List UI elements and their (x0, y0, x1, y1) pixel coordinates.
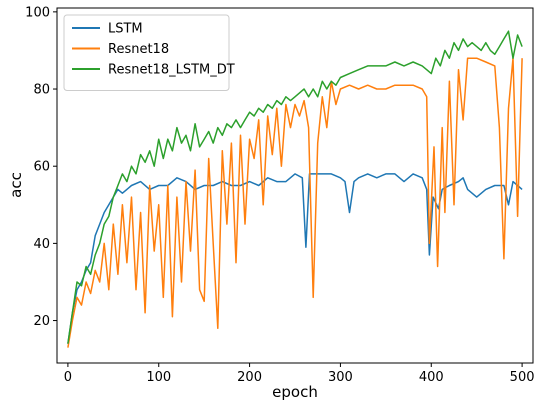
x-tick-label: 100 (146, 370, 171, 385)
y-axis-label: acc (7, 172, 25, 198)
series-line-2 (67, 30, 523, 344)
y-tick-label: 60 (33, 160, 50, 175)
plot-frame (56, 7, 534, 364)
y-ticks: 20 40 60 80 100 (25, 5, 57, 329)
legend-box (63, 14, 230, 91)
x-tick-label: 500 (510, 370, 535, 385)
legend: LSTM Resnet18 Resnet18_LSTM_DT (63, 14, 235, 91)
series-line-1 (67, 57, 523, 348)
plot-lines (67, 30, 523, 348)
legend-label: Resnet18 (108, 42, 169, 57)
x-ticks: 0 100 200 300 400 500 (64, 363, 535, 385)
x-tick-label: 400 (419, 370, 444, 385)
legend-label: LSTM (108, 22, 143, 37)
series-line-0 (67, 173, 523, 344)
y-tick-label: 40 (33, 237, 50, 252)
x-tick-label: 300 (328, 370, 353, 385)
y-tick-label: 80 (33, 83, 50, 98)
y-tick-label: 20 (33, 314, 50, 329)
y-tick-label: 100 (25, 5, 50, 20)
legend-label: Resnet18_LSTM_DT (108, 63, 235, 78)
x-axis-label: epoch (272, 383, 318, 401)
x-tick-label: 0 (64, 370, 72, 385)
x-tick-label: 200 (237, 370, 262, 385)
